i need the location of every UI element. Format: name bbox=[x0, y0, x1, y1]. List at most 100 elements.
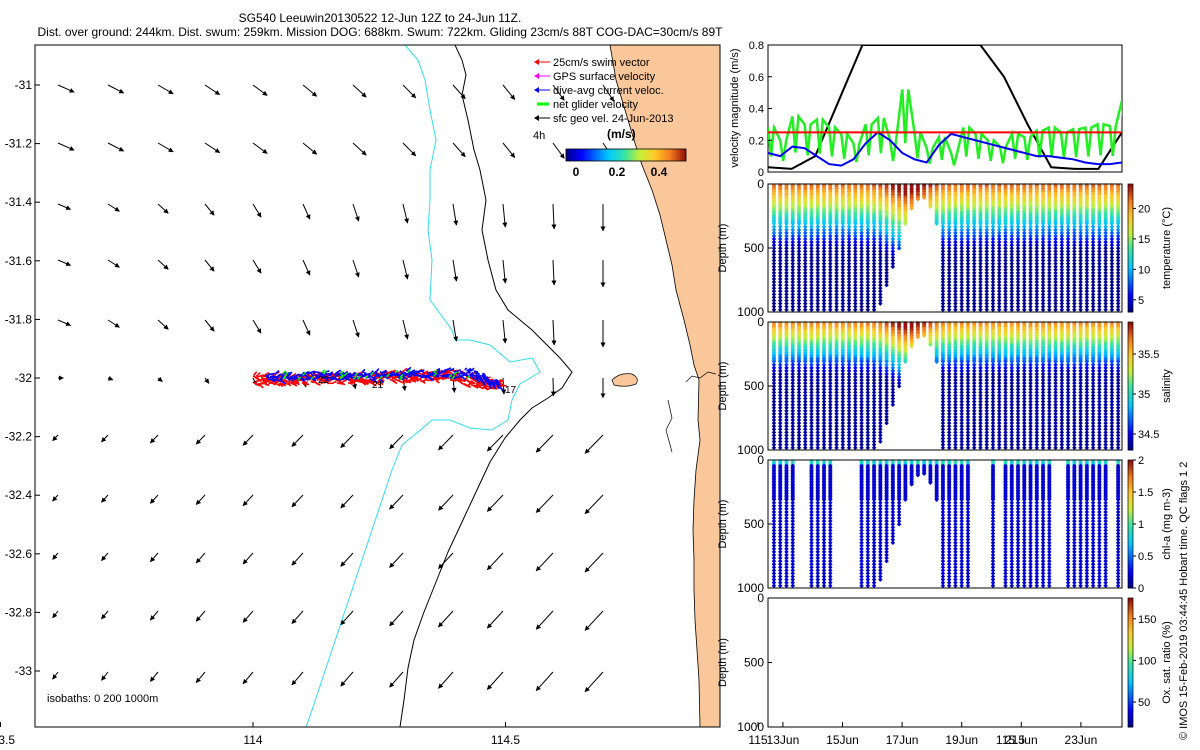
geo-velocity-arrow bbox=[389, 434, 404, 450]
geo-velocity-arrow bbox=[107, 203, 120, 212]
legend-entry: GPS surface velocity bbox=[553, 71, 656, 83]
current-vector bbox=[361, 368, 366, 373]
colorbar-cell bbox=[664, 149, 667, 161]
current-vector bbox=[305, 377, 309, 382]
y-tick-label: -31.4 bbox=[5, 195, 33, 209]
geo-velocity-arrow bbox=[302, 84, 318, 97]
current-vector bbox=[308, 370, 316, 374]
current-vector bbox=[460, 372, 465, 375]
colorbar-label: temperature (°C) bbox=[1161, 207, 1173, 289]
colorbar-cell bbox=[650, 149, 653, 161]
legend-swatch-head bbox=[534, 59, 539, 65]
colorbar-tick-label: 10 bbox=[1138, 264, 1150, 276]
net-velocity-vector bbox=[321, 369, 326, 374]
colorbar-cell bbox=[582, 149, 585, 161]
legend-swatch-head bbox=[534, 87, 539, 93]
current-vector bbox=[289, 375, 293, 380]
swim-vector bbox=[421, 380, 426, 385]
geo-velocity-arrow bbox=[452, 84, 466, 100]
geo-velocity-arrow bbox=[101, 610, 109, 620]
swim-vector bbox=[432, 376, 438, 380]
geo-velocity-arrow bbox=[352, 84, 367, 98]
current-vector bbox=[471, 376, 478, 381]
current-vector bbox=[472, 373, 478, 378]
current-vector bbox=[269, 372, 276, 376]
current-vector bbox=[428, 376, 434, 382]
swim-vector bbox=[259, 382, 267, 385]
current-vector bbox=[461, 376, 466, 381]
colorbar-cell bbox=[640, 149, 643, 161]
swim-vector bbox=[268, 380, 276, 386]
current-vector bbox=[464, 367, 468, 371]
swim-vector bbox=[458, 379, 463, 384]
x-tick-label: 115 bbox=[748, 733, 767, 747]
map-colorbar bbox=[565, 148, 687, 162]
current-vector bbox=[301, 371, 306, 376]
x-tick-label: 113.5 bbox=[0, 733, 15, 747]
geo-velocity-arrow bbox=[535, 494, 554, 513]
swim-vector bbox=[258, 383, 264, 389]
envelope-line bbox=[768, 45, 1122, 170]
colorbar-cell bbox=[682, 149, 685, 161]
colorbar-cell bbox=[684, 149, 687, 161]
colorbar-tick-label: 15 bbox=[1138, 234, 1150, 246]
colorbar-cell bbox=[674, 149, 677, 161]
y-tick-label: -32.8 bbox=[5, 605, 33, 619]
current-vector bbox=[290, 379, 294, 382]
geo-velocity-arrow bbox=[486, 552, 504, 571]
current-vector bbox=[466, 367, 472, 372]
swim-vector bbox=[278, 382, 284, 388]
current-vector bbox=[439, 371, 443, 374]
geo-velocity-arrow bbox=[57, 84, 75, 93]
y-tick-label: -32.6 bbox=[5, 547, 33, 561]
net-velocity-vector bbox=[399, 376, 404, 381]
swim-vector bbox=[435, 380, 440, 384]
net-velocity-vector bbox=[310, 376, 315, 381]
geo-velocity-arrow bbox=[204, 319, 215, 332]
swim-vector bbox=[295, 380, 300, 386]
isobath-200m bbox=[305, 45, 541, 727]
current-vector bbox=[272, 376, 279, 380]
colorbar-cell bbox=[566, 149, 569, 161]
colorbar-cell bbox=[658, 149, 661, 161]
geo-velocity-arrow bbox=[204, 377, 210, 384]
geo-velocity-arrow bbox=[352, 142, 367, 156]
geo-velocity-arrow bbox=[352, 319, 360, 338]
net-velocity-vector bbox=[453, 371, 458, 376]
legend-swatch-head bbox=[534, 73, 539, 79]
current-vector bbox=[316, 374, 323, 379]
net-velocity-vector bbox=[284, 371, 289, 376]
geo-velocity-arrow bbox=[340, 552, 354, 567]
geo-velocity-arrow bbox=[302, 203, 311, 220]
current-vector bbox=[349, 374, 354, 379]
geo-velocity-arrow bbox=[389, 494, 404, 510]
swim-vector bbox=[401, 367, 408, 373]
geo-velocity-arrow bbox=[584, 671, 604, 693]
current-vector bbox=[346, 375, 350, 381]
swim-vector bbox=[422, 370, 429, 375]
geo-velocity-arrow bbox=[438, 552, 454, 570]
colorbar-cell bbox=[656, 149, 659, 161]
track-label: 22 bbox=[318, 375, 330, 386]
current-vector bbox=[481, 374, 488, 383]
geo-velocity-arrow bbox=[438, 610, 454, 628]
swim-vector bbox=[369, 381, 377, 387]
geo-velocity-arrow bbox=[535, 434, 554, 453]
geo-velocity-arrow bbox=[602, 84, 615, 102]
colorbar-cell bbox=[666, 149, 669, 161]
swim-vector bbox=[290, 382, 298, 387]
geo-velocity-arrow bbox=[584, 610, 604, 631]
track-label: 21 bbox=[372, 380, 384, 391]
colorbar-cell bbox=[580, 149, 583, 161]
colorbar-cell bbox=[654, 149, 657, 161]
current-vector bbox=[389, 370, 395, 375]
current-vector bbox=[304, 371, 308, 376]
geo-velocity-arrow bbox=[551, 259, 557, 286]
geo-velocity-arrow bbox=[57, 203, 72, 210]
net-velocity-vector bbox=[364, 375, 369, 380]
swim-vector bbox=[287, 382, 292, 387]
colorbar-cell bbox=[570, 149, 573, 161]
y-tick-label: 500 bbox=[744, 241, 764, 255]
current-vector bbox=[291, 376, 296, 380]
geo-velocity-arrow bbox=[584, 434, 604, 454]
